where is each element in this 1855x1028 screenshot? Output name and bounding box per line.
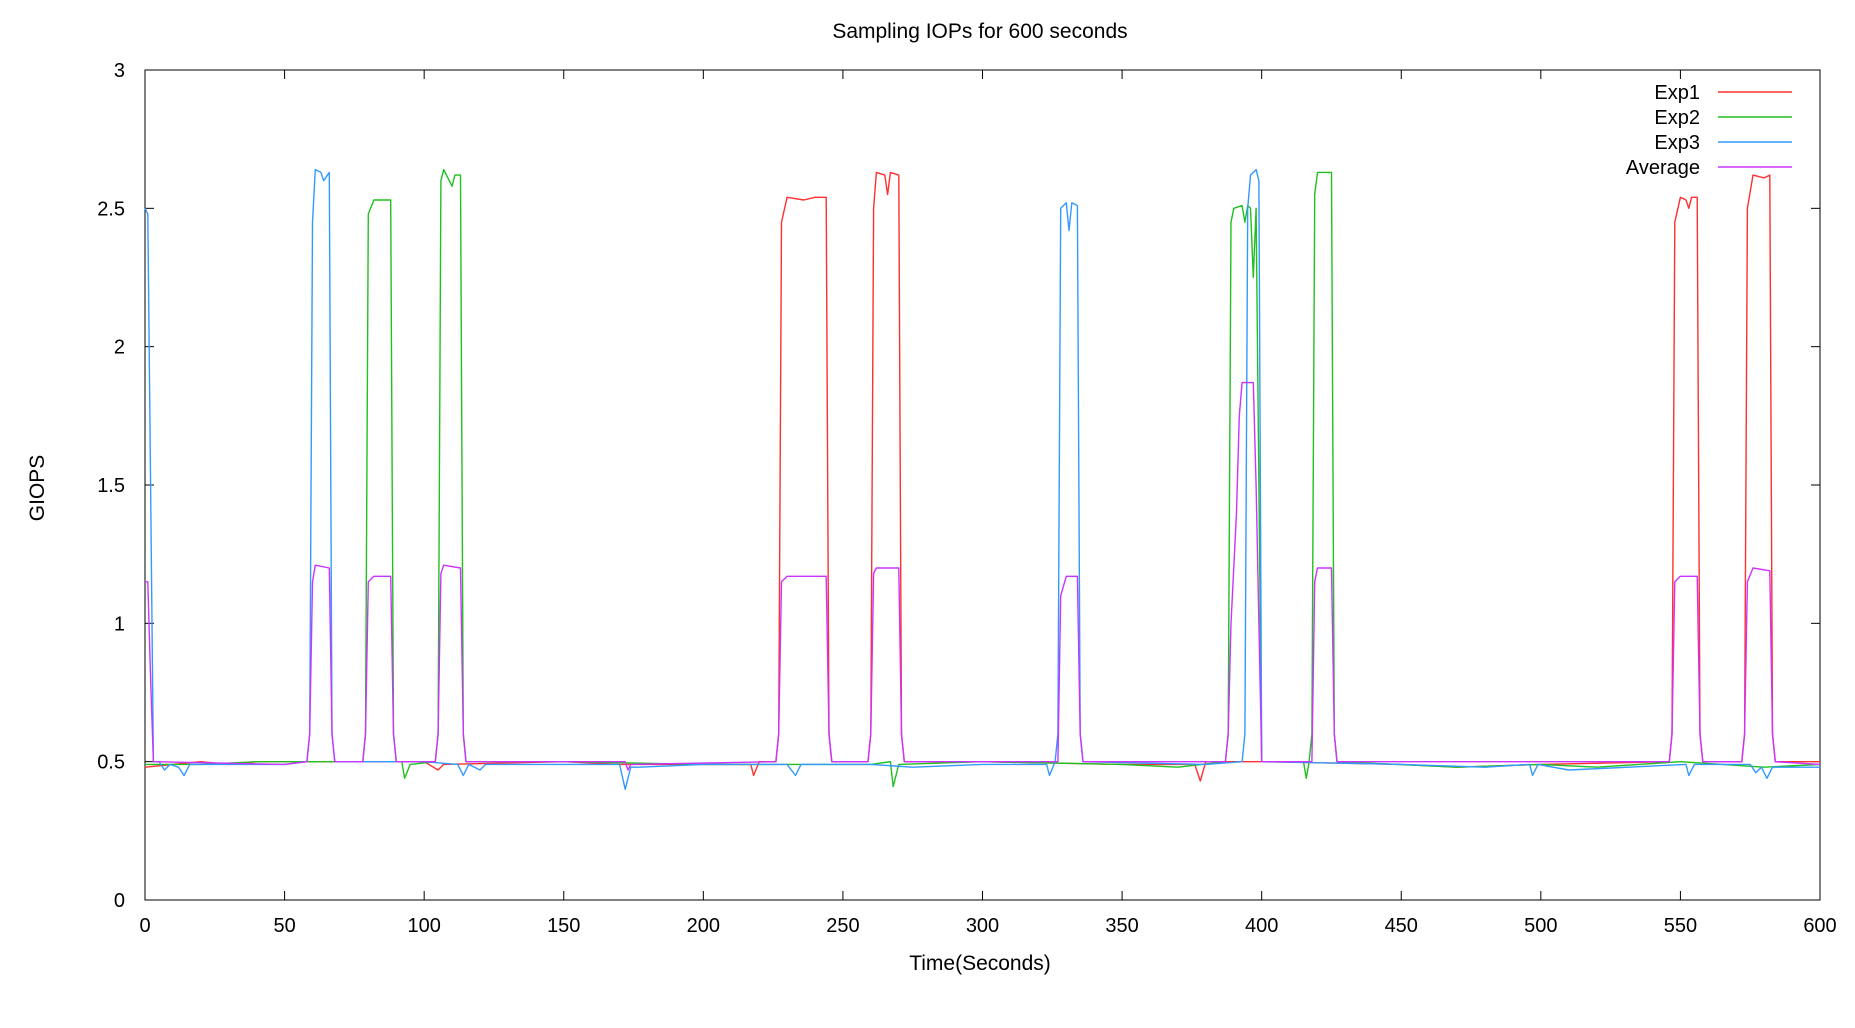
x-tick-label: 0 <box>139 915 150 937</box>
chart-title: Sampling IOPs for 600 seconds <box>832 20 1127 43</box>
series-line-exp1 <box>144 171 1820 782</box>
x-tick-label: 350 <box>1105 915 1138 937</box>
x-tick-label: 600 <box>1803 915 1836 937</box>
legend-label: Exp1 <box>1654 82 1700 104</box>
x-tick-label: 50 <box>273 915 295 937</box>
legend-label: Exp2 <box>1654 107 1700 129</box>
y-tick-label: 0.5 <box>97 752 125 774</box>
y-tick-label: 1 <box>114 613 125 635</box>
y-axis: 0 0.5 1 1.5 2 2.5 3 <box>97 60 1820 912</box>
legend-label: Average <box>1626 157 1700 179</box>
y-axis-title: GIOPS <box>26 455 49 522</box>
x-tick-label: 500 <box>1524 915 1557 937</box>
y-tick-label: 0 <box>114 890 125 912</box>
series-line-exp2 <box>145 168 1821 788</box>
legend-label: Exp3 <box>1654 132 1700 154</box>
x-axis: 0 50 100 150 200 250 300 350 400 450 500 550 600 <box>139 70 1837 937</box>
series-line-average <box>145 381 1821 771</box>
x-tick-label: 550 <box>1664 915 1697 937</box>
x-tick-label: 200 <box>687 915 720 937</box>
y-tick-label: 3 <box>114 60 125 82</box>
y-tick-label: 1.5 <box>97 475 125 497</box>
plot-area-frame <box>144 69 1821 901</box>
x-tick-label: 300 <box>966 915 999 937</box>
series-line-exp3 <box>144 168 1820 790</box>
y-tick-label: 2 <box>114 337 125 359</box>
x-tick-label: 400 <box>1245 915 1278 937</box>
series-lines <box>144 168 1821 790</box>
x-axis-title: Time(Seconds) <box>909 952 1051 975</box>
y-tick-label: 2.5 <box>97 198 125 220</box>
x-tick-label: 450 <box>1385 915 1418 937</box>
legend: Exp1 Exp2 Exp3 Average <box>1626 82 1792 179</box>
x-tick-label: 150 <box>547 915 580 937</box>
x-tick-label: 250 <box>826 915 859 937</box>
x-tick-label: 100 <box>407 915 440 937</box>
